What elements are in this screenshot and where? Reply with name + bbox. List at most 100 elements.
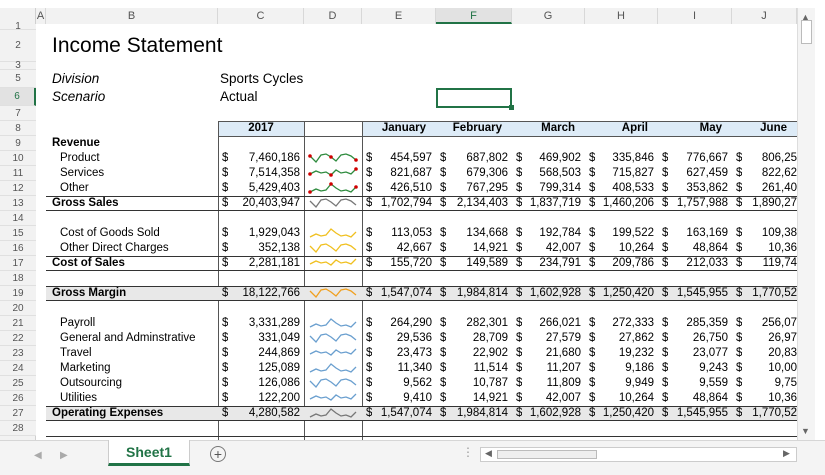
sparkline-path [309, 378, 357, 389]
row-number: 27 [0, 406, 36, 421]
row-shade [46, 406, 797, 421]
cell-value: 568,503 [539, 167, 581, 179]
column-border [218, 121, 219, 440]
sparkline [308, 153, 358, 164]
currency-sign: $ [440, 227, 447, 239]
row-number: 18 [0, 271, 36, 286]
currency-sign: $ [222, 377, 229, 389]
cell-value: 119,74 [762, 257, 797, 269]
horizontal-scrollbar[interactable]: ◀ ▶ [480, 447, 797, 462]
currency-sign: $ [736, 257, 743, 269]
row-number: 7 [0, 106, 36, 121]
row-label: Gross Margin [52, 287, 127, 299]
currency-sign: $ [736, 242, 743, 254]
currency-sign: $ [222, 407, 229, 419]
row-number: 13 [0, 196, 36, 211]
sheet-tab[interactable]: Sheet1 [108, 440, 190, 466]
cell-value: 42,007 [545, 392, 581, 404]
currency-sign: $ [736, 317, 743, 329]
sparkline-marker [329, 155, 333, 159]
currency-sign: $ [589, 407, 596, 419]
cell-value: 5,429,403 [248, 182, 300, 194]
add-sheet[interactable]: + [210, 446, 226, 462]
row-number: 16 [0, 241, 36, 256]
cell-value: 134,668 [466, 227, 508, 239]
currency-sign: $ [662, 362, 669, 374]
next-sheet[interactable]: ▶ [60, 450, 68, 461]
cell-value: 264,290 [390, 317, 432, 329]
currency-sign: $ [589, 317, 596, 329]
cell-value: 776,667 [686, 152, 728, 164]
currency-sign: $ [222, 332, 229, 344]
cell-value: 199,522 [612, 227, 654, 239]
currency-sign: $ [440, 197, 447, 209]
cell-value: 10,36 [768, 392, 797, 404]
row-number: 21 [0, 316, 36, 331]
sparkline-marker [354, 185, 358, 189]
scroll-left[interactable]: ◀ [485, 448, 492, 458]
row-number: 24 [0, 361, 36, 376]
sparkline [309, 393, 357, 401]
cell-value: 282,301 [466, 317, 508, 329]
sparkline-marker [354, 167, 358, 171]
cell-value: 272,333 [612, 317, 654, 329]
cell-value: 109,38 [761, 227, 797, 239]
currency-sign: $ [222, 152, 229, 164]
cell-value: 256,07 [761, 317, 797, 329]
prev-sheet[interactable]: ◀ [34, 450, 42, 461]
cell-value: 454,597 [390, 152, 432, 164]
currency-sign: $ [516, 167, 523, 179]
row-number: 11 [0, 166, 36, 181]
currency-sign: $ [366, 392, 373, 404]
info-label: Scenario [52, 89, 106, 104]
scroll-down[interactable]: ▼ [801, 426, 810, 436]
cell-value: 1,602,928 [529, 407, 581, 419]
cell-value: 11,340 [397, 362, 432, 374]
scroll-up[interactable]: ▲ [801, 12, 810, 22]
sparkline [309, 333, 357, 344]
currency-sign: $ [662, 152, 669, 164]
cell-value: 2,281,181 [248, 257, 300, 269]
currency-sign: $ [516, 377, 523, 389]
sparkline-path [309, 198, 357, 209]
cell-value: 266,021 [539, 317, 581, 329]
row-shade [46, 286, 797, 301]
scroll-thumb[interactable] [497, 450, 597, 459]
currency-sign: $ [589, 332, 596, 344]
cell-value: 1,984,814 [456, 287, 508, 299]
currency-sign: $ [440, 317, 447, 329]
cell-value: 469,902 [539, 152, 581, 164]
row-number: 20 [0, 301, 36, 316]
cell-value: 679,306 [466, 167, 508, 179]
currency-sign: $ [516, 392, 523, 404]
sparkline-path [309, 333, 357, 344]
cell-value: 113,053 [391, 227, 432, 239]
cell-value: 27,862 [618, 332, 654, 344]
month-header: April [621, 122, 648, 134]
row-number: 17 [0, 256, 36, 271]
column-border [304, 121, 305, 440]
cell-value: 799,314 [539, 182, 581, 194]
row-label: Payroll [60, 317, 96, 329]
cell-value: 234,791 [539, 257, 581, 269]
scroll-right[interactable]: ▶ [783, 448, 790, 458]
cell-value: 42,667 [396, 242, 432, 254]
sparkline [309, 288, 357, 299]
cell-value: 9,559 [699, 377, 728, 389]
vertical-scrollbar[interactable]: ▲ ▼ [797, 8, 815, 440]
cell-value: 1,757,988 [676, 197, 728, 209]
currency-sign: $ [736, 167, 743, 179]
cell-value: 11,809 [546, 377, 581, 389]
scroll-thumb[interactable] [801, 20, 812, 44]
currency-sign: $ [662, 182, 669, 194]
cell-value: 261,40 [761, 182, 797, 194]
month-header: March [541, 122, 575, 134]
row-label: Cost of Sales [52, 257, 125, 269]
column-header: H [585, 8, 658, 24]
cell-value: 331,049 [258, 332, 300, 344]
splitter[interactable]: ⋮ [462, 445, 474, 459]
cell-value: 1,770,52 [752, 287, 797, 299]
cell-value: 18,122,766 [242, 287, 300, 299]
cell-value: 244,869 [258, 347, 300, 359]
currency-sign: $ [516, 242, 523, 254]
